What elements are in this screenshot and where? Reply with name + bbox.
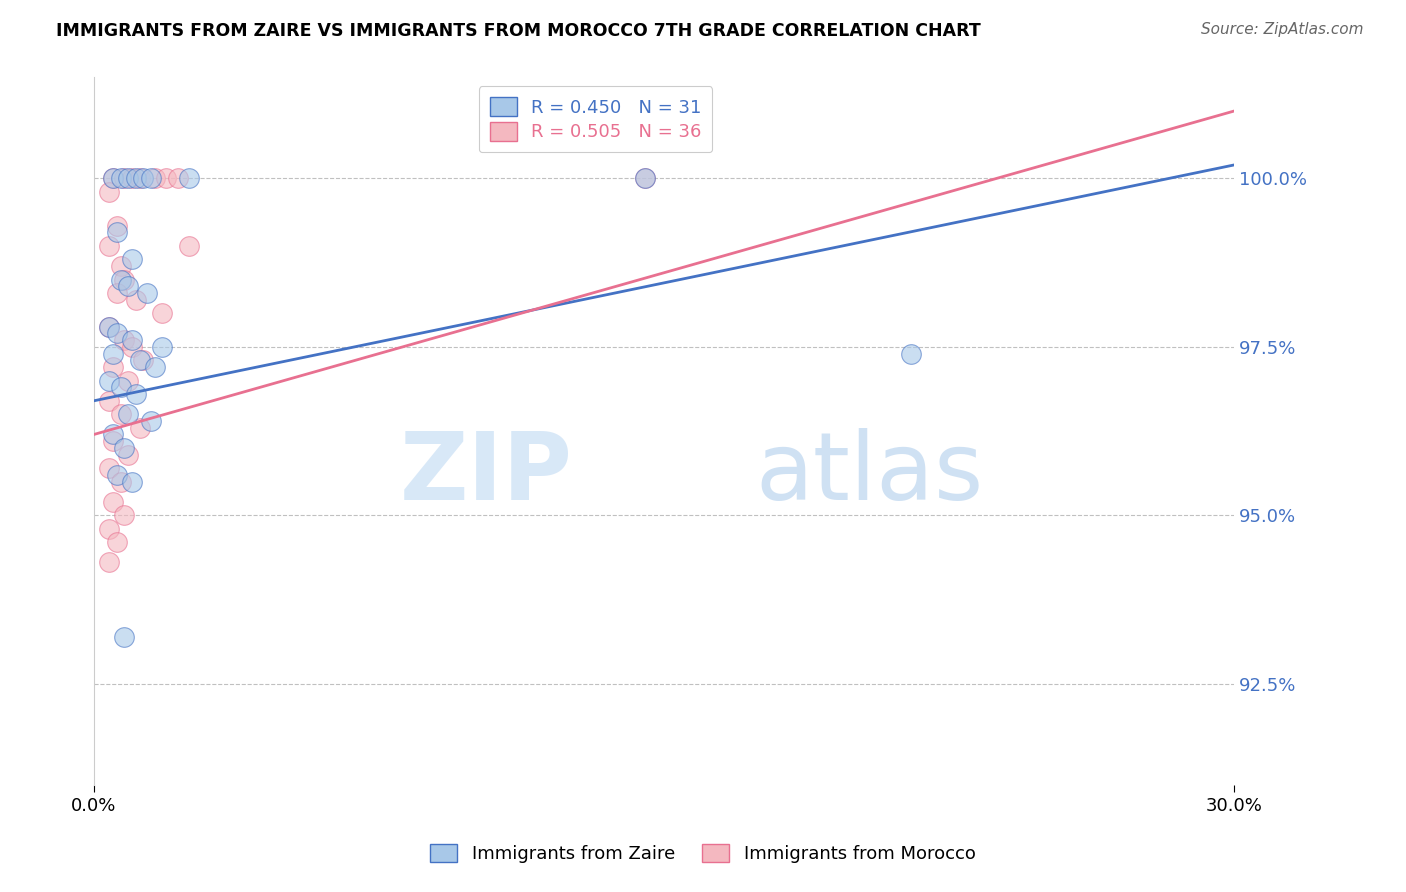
Point xyxy=(105,226,128,240)
Point xyxy=(98,461,121,475)
Point xyxy=(128,171,150,186)
Point xyxy=(177,171,200,186)
Point xyxy=(139,171,162,186)
Point xyxy=(150,340,173,354)
Point xyxy=(105,326,128,341)
Point xyxy=(900,346,922,360)
Point xyxy=(634,171,657,186)
Point xyxy=(101,434,124,449)
Point xyxy=(110,272,132,286)
Point xyxy=(101,360,124,375)
Point xyxy=(101,346,124,360)
Point xyxy=(110,380,132,394)
Point xyxy=(128,421,150,435)
Point xyxy=(117,279,139,293)
Point xyxy=(105,535,128,549)
Point xyxy=(112,441,135,455)
Point xyxy=(125,387,148,401)
Text: ZIP: ZIP xyxy=(399,427,572,519)
Point xyxy=(110,475,132,489)
Point xyxy=(110,259,132,273)
Point xyxy=(143,171,166,186)
Point xyxy=(121,171,143,186)
Point xyxy=(98,319,121,334)
Point xyxy=(101,831,124,846)
Point xyxy=(121,333,143,347)
Point xyxy=(121,340,143,354)
Point xyxy=(101,171,124,186)
Point xyxy=(177,239,200,253)
Point xyxy=(112,630,135,644)
Point xyxy=(105,467,128,482)
Legend: R = 0.450   N = 31, R = 0.505   N = 36: R = 0.450 N = 31, R = 0.505 N = 36 xyxy=(478,87,713,153)
Point xyxy=(139,414,162,428)
Point xyxy=(121,252,143,267)
Point xyxy=(101,171,124,186)
Point xyxy=(98,374,121,388)
Point xyxy=(150,306,173,320)
Point xyxy=(98,185,121,199)
Point xyxy=(98,522,121,536)
Point xyxy=(128,353,150,368)
Point xyxy=(105,285,128,300)
Point xyxy=(136,285,159,300)
Point xyxy=(112,508,135,523)
Point xyxy=(125,293,148,307)
Point xyxy=(98,239,121,253)
Point xyxy=(112,333,135,347)
Legend: Immigrants from Zaire, Immigrants from Morocco: Immigrants from Zaire, Immigrants from M… xyxy=(419,833,987,874)
Point xyxy=(110,407,132,421)
Point xyxy=(110,171,132,186)
Point xyxy=(98,319,121,334)
Point xyxy=(634,171,657,186)
Point xyxy=(98,393,121,408)
Point xyxy=(101,427,124,442)
Point xyxy=(117,448,139,462)
Point xyxy=(132,353,155,368)
Text: atlas: atlas xyxy=(755,427,983,519)
Point xyxy=(105,219,128,233)
Point xyxy=(132,171,155,186)
Point xyxy=(112,171,135,186)
Point xyxy=(101,495,124,509)
Point xyxy=(98,556,121,570)
Text: Source: ZipAtlas.com: Source: ZipAtlas.com xyxy=(1201,22,1364,37)
Point xyxy=(117,407,139,421)
Point xyxy=(125,171,148,186)
Point xyxy=(166,171,188,186)
Point xyxy=(112,272,135,286)
Point xyxy=(121,475,143,489)
Point xyxy=(117,171,139,186)
Point xyxy=(143,360,166,375)
Point xyxy=(155,171,177,186)
Text: IMMIGRANTS FROM ZAIRE VS IMMIGRANTS FROM MOROCCO 7TH GRADE CORRELATION CHART: IMMIGRANTS FROM ZAIRE VS IMMIGRANTS FROM… xyxy=(56,22,981,40)
Point xyxy=(117,374,139,388)
